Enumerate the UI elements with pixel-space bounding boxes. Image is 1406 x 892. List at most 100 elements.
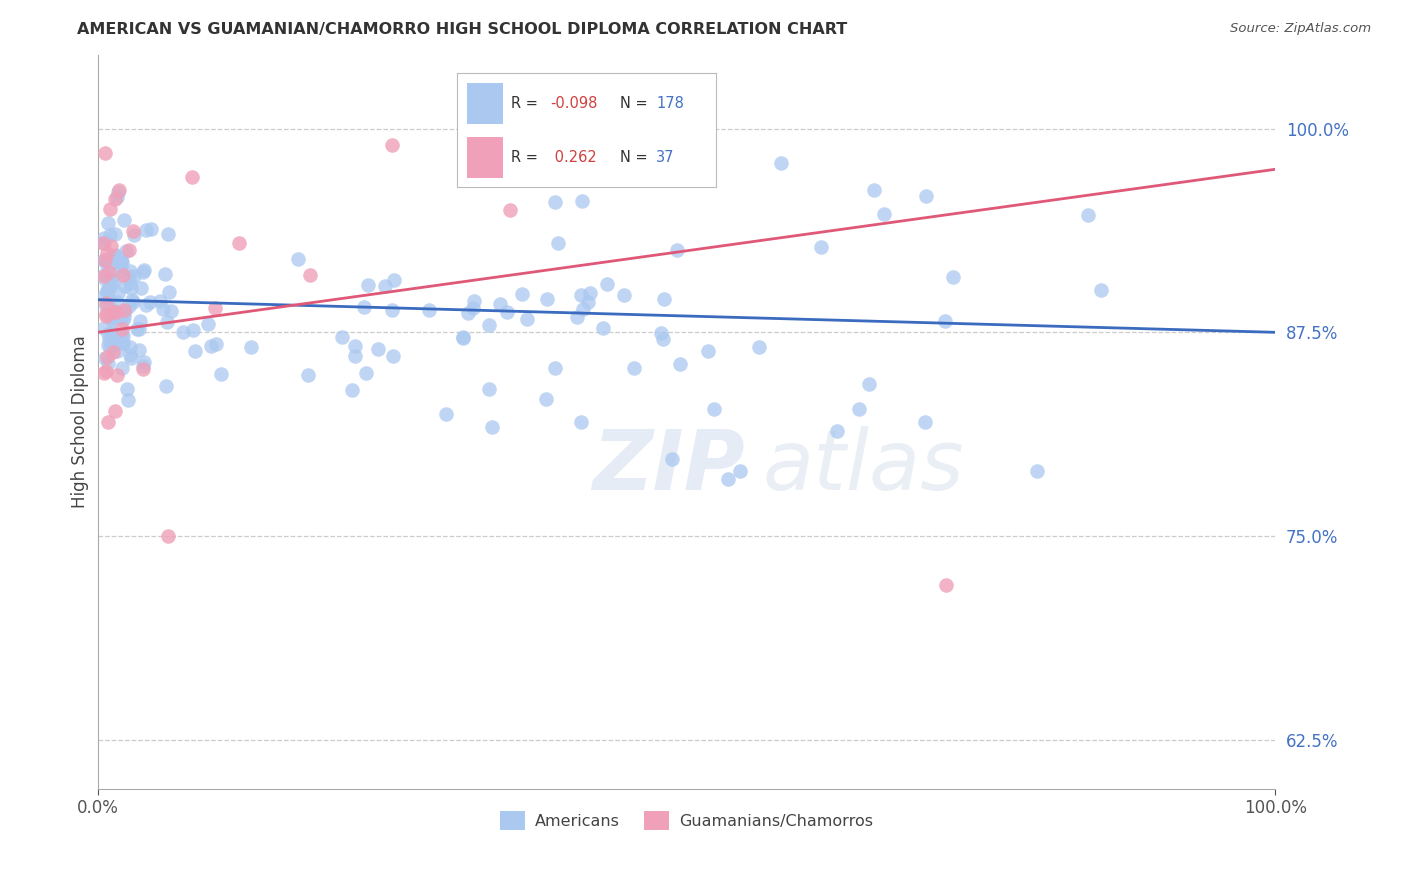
Point	[862, 183, 884, 197]
Point	[110, 322, 132, 336]
Point	[571, 194, 593, 209]
Point	[94, 307, 117, 321]
Point	[382, 273, 405, 287]
Point	[120, 340, 142, 354]
Point	[298, 268, 321, 283]
Point	[132, 263, 155, 277]
Point	[122, 225, 145, 239]
Point	[107, 286, 129, 301]
Point	[297, 368, 319, 382]
Point	[382, 349, 405, 363]
Point	[131, 359, 153, 373]
Point	[120, 276, 142, 290]
Point	[98, 309, 121, 323]
Point	[156, 314, 179, 328]
Point	[463, 301, 485, 315]
Point	[97, 356, 120, 370]
Point	[117, 392, 139, 407]
Point	[100, 278, 122, 293]
Point	[98, 340, 121, 354]
Point	[128, 314, 150, 328]
Point	[98, 333, 121, 347]
Point	[94, 309, 117, 323]
Point	[180, 170, 202, 185]
Point	[96, 285, 118, 299]
Point	[94, 146, 117, 161]
Point	[98, 202, 121, 216]
Point	[330, 330, 353, 344]
Point	[93, 321, 115, 335]
Point	[96, 338, 118, 352]
Point	[770, 156, 793, 170]
Point	[100, 239, 122, 253]
Point	[381, 137, 404, 152]
Point	[576, 295, 599, 310]
Point	[343, 339, 366, 353]
Point	[135, 298, 157, 312]
Point	[665, 244, 688, 258]
Point	[536, 292, 558, 306]
Point	[96, 296, 118, 310]
Point	[105, 343, 128, 358]
Point	[515, 312, 537, 326]
Point	[110, 360, 132, 375]
Point	[101, 327, 124, 342]
Point	[125, 322, 148, 336]
Point	[703, 401, 725, 416]
Point	[569, 288, 592, 302]
Point	[111, 328, 134, 343]
Point	[155, 378, 177, 392]
Point	[152, 302, 174, 317]
Point	[128, 322, 150, 336]
Point	[93, 366, 115, 380]
Point	[357, 278, 380, 293]
Point	[547, 236, 569, 251]
Point	[100, 272, 122, 286]
Point	[128, 343, 150, 357]
Point	[935, 578, 957, 592]
Point	[209, 367, 232, 381]
Point	[592, 320, 614, 334]
Point	[104, 305, 127, 319]
Point	[157, 529, 180, 543]
Point	[848, 401, 870, 416]
Point	[98, 281, 121, 295]
Point	[696, 343, 718, 358]
Text: Source: ZipAtlas.com: Source: ZipAtlas.com	[1230, 22, 1371, 36]
Point	[499, 202, 522, 217]
Point	[103, 310, 125, 325]
Point	[105, 248, 128, 262]
Point	[451, 330, 474, 344]
Point	[104, 227, 127, 241]
Point	[122, 268, 145, 283]
Point	[1090, 283, 1112, 297]
Point	[661, 451, 683, 466]
Point	[94, 351, 117, 366]
Point	[104, 249, 127, 263]
Point	[183, 343, 205, 358]
Point	[434, 407, 457, 421]
Point	[181, 323, 204, 337]
Point	[101, 344, 124, 359]
Point	[98, 265, 121, 279]
Point	[94, 272, 117, 286]
Point	[93, 236, 115, 251]
Point	[344, 349, 367, 363]
Point	[111, 335, 134, 350]
Point	[114, 303, 136, 318]
Point	[96, 364, 118, 378]
Point	[94, 256, 117, 270]
Point	[103, 303, 125, 318]
Point	[100, 325, 122, 339]
Point	[108, 306, 131, 320]
Point	[97, 216, 120, 230]
Point	[132, 265, 155, 279]
Point	[572, 301, 595, 316]
Point	[129, 281, 152, 295]
Point	[121, 293, 143, 307]
Point	[478, 318, 501, 333]
Point	[669, 121, 692, 136]
Point	[418, 303, 440, 318]
Point	[101, 254, 124, 268]
Point	[105, 294, 128, 309]
